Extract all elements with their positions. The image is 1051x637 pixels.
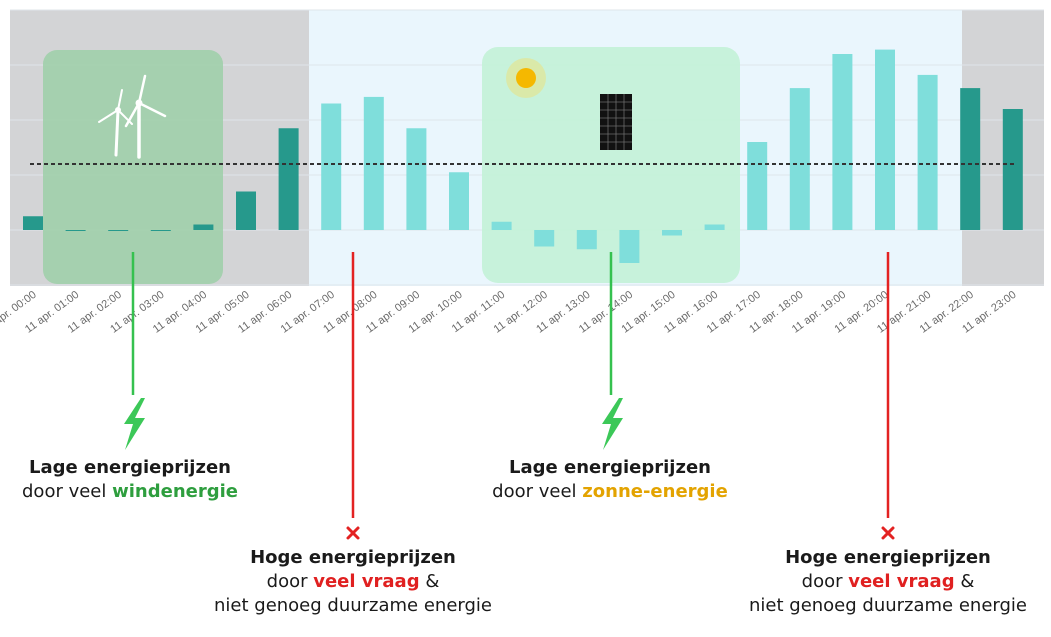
callout-title: Lage energieprijzen	[29, 457, 231, 478]
callout-text: door	[801, 571, 849, 592]
callout-text-suffix: &	[954, 571, 975, 592]
solar-panel-icon	[600, 94, 632, 150]
callout-text: door	[266, 571, 314, 592]
bar-15	[662, 230, 682, 236]
callout-highlight: veel vraag	[313, 571, 420, 592]
bar-06	[278, 128, 299, 230]
bar-22	[960, 88, 981, 230]
bar-18	[789, 88, 810, 230]
wind-highlight-panel	[43, 50, 223, 284]
sun-icon	[506, 58, 546, 98]
bar-11	[491, 221, 512, 230]
close-icon	[881, 526, 895, 540]
bar-05	[236, 191, 256, 230]
bar-01	[65, 230, 86, 231]
bar-03	[150, 230, 171, 231]
callout-wind: Lage energieprijzen door veel windenergi…	[10, 456, 250, 504]
callout-title: Lage energieprijzen	[509, 457, 711, 478]
bar-17	[747, 142, 768, 230]
lightning-icon	[124, 398, 145, 450]
bar-09	[406, 128, 427, 230]
bar-07	[321, 103, 342, 230]
bar-23	[1002, 109, 1023, 230]
wind-turbine-icon	[98, 74, 167, 159]
bar-19	[832, 54, 853, 230]
bar-21	[917, 74, 938, 231]
callout-highlight: zonne-energie	[582, 481, 728, 502]
bar-13	[576, 230, 597, 250]
callout-text: door veel	[492, 481, 583, 502]
callout-demand-morning: Hoge energieprijzen door veel vraag & ni…	[203, 546, 503, 618]
callout-demand-evening: Hoge energieprijzen door veel vraag & ni…	[738, 546, 1038, 618]
lightning-icon	[602, 398, 623, 450]
bar-00	[23, 216, 43, 230]
callout-highlight: windenergie	[112, 481, 238, 502]
bar-12	[534, 230, 555, 247]
bar-10	[449, 172, 469, 230]
callout-highlight: veel vraag	[848, 571, 955, 592]
callout-text-suffix: &	[419, 571, 440, 592]
callout-line3: niet genoeg duurzame energie	[749, 595, 1027, 616]
callout-line3: niet genoeg duurzame energie	[214, 595, 492, 616]
bar-16	[704, 224, 725, 230]
callout-sun: Lage energieprijzen door veel zonne-ener…	[480, 456, 740, 504]
bar-04	[193, 224, 214, 230]
bar-20	[875, 49, 895, 230]
callout-text: door veel	[22, 481, 113, 502]
close-icon	[346, 526, 360, 540]
callout-title: Hoge energieprijzen	[250, 547, 456, 568]
bar-02	[108, 230, 129, 231]
bar-14	[619, 230, 640, 263]
callout-title: Hoge energieprijzen	[785, 547, 991, 568]
